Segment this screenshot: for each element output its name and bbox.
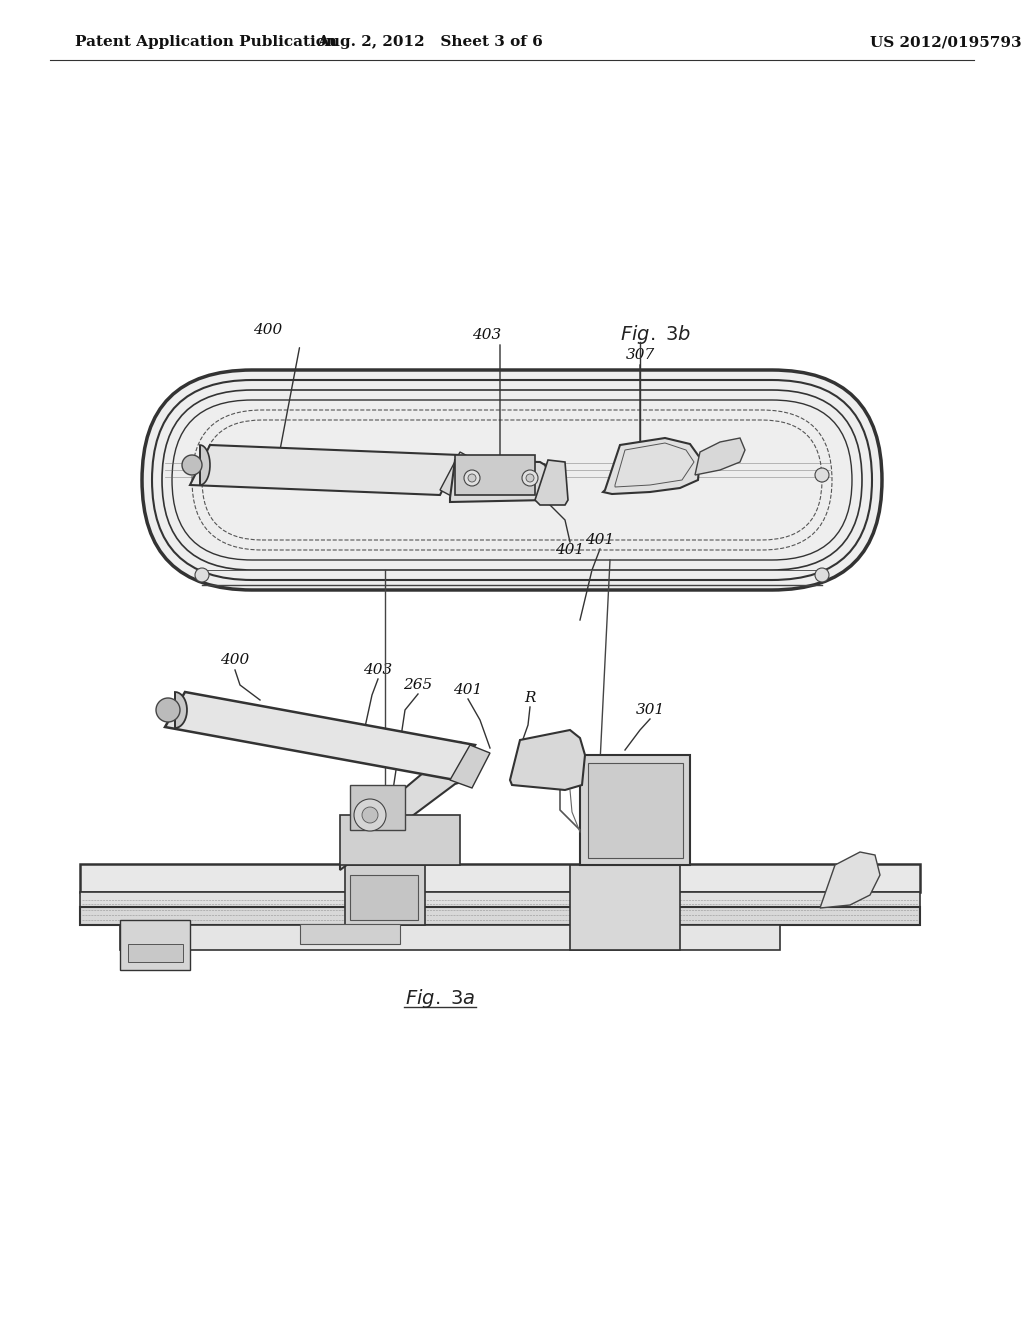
Polygon shape: [340, 742, 470, 870]
Polygon shape: [820, 851, 880, 908]
Polygon shape: [175, 692, 187, 729]
Polygon shape: [603, 438, 700, 494]
Circle shape: [362, 807, 378, 822]
Bar: [80, 865, 920, 892]
Bar: [120, 925, 780, 950]
Circle shape: [464, 470, 480, 486]
Text: 301: 301: [635, 704, 665, 717]
Polygon shape: [440, 451, 475, 498]
Text: 401: 401: [454, 682, 482, 697]
Circle shape: [526, 474, 534, 482]
Circle shape: [195, 568, 209, 582]
Text: 403: 403: [472, 327, 502, 342]
Bar: [455, 455, 535, 495]
Polygon shape: [460, 459, 545, 480]
Polygon shape: [200, 445, 210, 484]
Polygon shape: [190, 445, 460, 495]
Bar: [345, 865, 425, 925]
Text: Aug. 2, 2012   Sheet 3 of 6: Aug. 2, 2012 Sheet 3 of 6: [317, 36, 543, 49]
Text: R: R: [524, 690, 536, 705]
Bar: [570, 865, 680, 950]
Text: Patent Application Publication: Patent Application Publication: [75, 36, 337, 49]
Circle shape: [354, 799, 386, 832]
Text: 401: 401: [586, 533, 614, 546]
Text: 307: 307: [626, 348, 654, 362]
Polygon shape: [450, 459, 548, 502]
FancyBboxPatch shape: [142, 370, 882, 590]
Polygon shape: [535, 459, 568, 506]
Bar: [580, 755, 690, 865]
Text: $\it{Fig.}\ \it{3a}$: $\it{Fig.}\ \it{3a}$: [404, 986, 475, 1010]
Bar: [80, 907, 920, 925]
Bar: [350, 785, 406, 830]
Text: 265: 265: [403, 678, 432, 692]
Circle shape: [468, 474, 476, 482]
Circle shape: [156, 698, 180, 722]
Text: $\it{Fig.}\ \it{3b}$: $\it{Fig.}\ \it{3b}$: [620, 323, 691, 346]
Circle shape: [815, 568, 829, 582]
Bar: [80, 892, 920, 908]
Bar: [350, 875, 418, 920]
Bar: [340, 814, 460, 865]
Polygon shape: [165, 692, 475, 780]
Circle shape: [182, 455, 202, 475]
Bar: [588, 763, 683, 858]
Text: 400: 400: [253, 323, 283, 337]
Text: US 2012/0195793 A1: US 2012/0195793 A1: [870, 36, 1024, 49]
Circle shape: [815, 469, 829, 482]
Text: 400: 400: [220, 653, 250, 667]
Bar: [300, 924, 400, 944]
Circle shape: [522, 470, 538, 486]
Polygon shape: [450, 744, 490, 788]
Polygon shape: [695, 438, 745, 475]
Text: 403: 403: [364, 663, 392, 677]
Polygon shape: [510, 730, 585, 789]
Bar: [120, 920, 190, 970]
Bar: [128, 944, 183, 962]
Circle shape: [195, 469, 209, 482]
Text: 401: 401: [555, 543, 585, 557]
